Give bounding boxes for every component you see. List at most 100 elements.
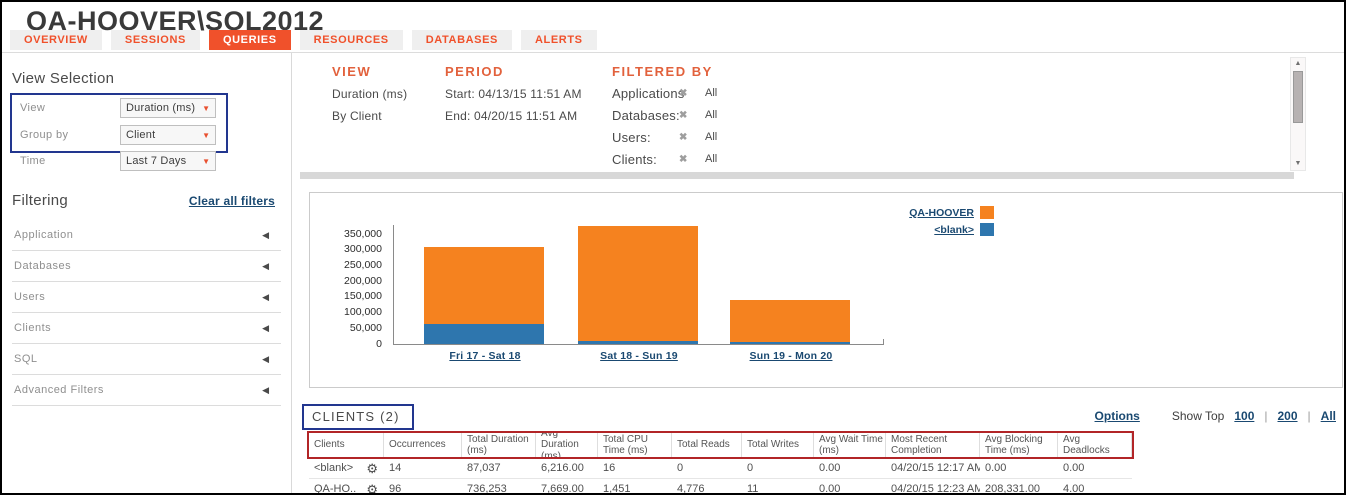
- y-axis-tick-label: 350,000: [344, 227, 382, 240]
- tab-sessions[interactable]: SESSIONS: [110, 30, 200, 50]
- scroll-up-icon[interactable]: ▲: [1294, 60, 1302, 67]
- time-field-label: Time: [20, 155, 46, 167]
- stacked-bar[interactable]: [730, 300, 850, 344]
- table-cell: 11: [747, 483, 759, 495]
- tab-resources[interactable]: RESOURCES: [299, 30, 403, 50]
- chart-x-label-link[interactable]: Sat 18 - Sun 19: [600, 350, 678, 362]
- horizontal-scrollbar[interactable]: [300, 172, 1294, 179]
- column-header-total-cpu-time[interactable]: Total CPU Time (ms): [598, 433, 672, 457]
- bar-segment-blank[interactable]: [730, 341, 850, 344]
- collapse-triangle-icon: ◀: [262, 322, 269, 333]
- y-axis-tick-label: 200,000: [344, 274, 382, 287]
- remove-filter-icon[interactable]: ✖: [679, 109, 688, 121]
- separator: |: [1307, 409, 1311, 423]
- filter-row-value: All: [705, 109, 718, 121]
- y-axis-line: [393, 225, 394, 344]
- summary-panel: VIEW Duration (ms) By Client PERIOD Star…: [293, 53, 1344, 179]
- show-top-all-link[interactable]: All: [1320, 409, 1336, 423]
- vertical-scrollbar[interactable]: ▲ ▼: [1290, 57, 1306, 171]
- show-top-200-link[interactable]: 200: [1277, 409, 1298, 423]
- tab-overview[interactable]: OVERVIEW: [10, 30, 102, 50]
- tab-alerts[interactable]: ALERTS: [520, 30, 597, 50]
- bar-segment-blank[interactable]: [424, 323, 544, 344]
- table-cell: 736,253: [467, 483, 507, 495]
- column-header-total-writes[interactable]: Total Writes: [742, 433, 814, 457]
- column-header-clients[interactable]: Clients: [309, 433, 384, 457]
- options-link[interactable]: Options: [1094, 409, 1140, 423]
- groupby-dropdown[interactable]: Client ▼: [120, 125, 216, 145]
- filter-item-clients[interactable]: Clients ◀: [12, 313, 281, 344]
- tab-databases[interactable]: DATABASES: [411, 30, 512, 50]
- collapse-triangle-icon: ◀: [262, 229, 269, 240]
- table-header-row: Clients Occurrences Total Duration (ms) …: [307, 431, 1134, 459]
- filter-item-databases[interactable]: Databases ◀: [12, 251, 281, 282]
- column-header-avg-deadlocks[interactable]: Avg Deadlocks: [1058, 433, 1132, 457]
- chart-legend: QA-HOOVER <blank>: [844, 205, 994, 239]
- tab-queries[interactable]: QUERIES: [208, 30, 291, 50]
- chevron-down-icon: ▼: [202, 156, 210, 166]
- filter-row-label: Databases:: [612, 107, 680, 123]
- time-dropdown[interactable]: Last 7 Days ▼: [120, 151, 216, 171]
- show-top-100-link[interactable]: 100: [1234, 409, 1255, 423]
- chart-x-label-link[interactable]: Sun 19 - Mon 20: [749, 350, 833, 362]
- table-cell: 7,669.00: [541, 483, 584, 495]
- column-header-total-reads[interactable]: Total Reads: [672, 433, 742, 457]
- column-header-avg-duration[interactable]: Avg Duration (ms): [536, 433, 598, 457]
- filter-row-value: All: [705, 153, 718, 165]
- legend-link-qa-hoover[interactable]: QA-HOOVER: [909, 206, 974, 219]
- legend-row: <blank>: [844, 222, 994, 237]
- tab-bar: OVERVIEW SESSIONS QUERIES RESOURCES DATA…: [10, 30, 597, 50]
- filter-item-users[interactable]: Users ◀: [12, 282, 281, 313]
- column-header-most-recent-completion[interactable]: Most Recent Completion: [886, 433, 980, 457]
- legend-swatch-blue: [980, 223, 994, 236]
- view-dropdown[interactable]: Duration (ms) ▼: [120, 98, 216, 118]
- table-row[interactable]: QA-HO.. ⚙ 96 736,253 7,669.00 1,451 4,77…: [309, 479, 1132, 495]
- view-field-label: View: [20, 102, 46, 114]
- table-cell: 96: [389, 483, 402, 495]
- view-summary-groupby: By Client: [332, 109, 382, 123]
- remove-filter-icon[interactable]: ✖: [679, 131, 688, 143]
- filter-item-advanced-filters[interactable]: Advanced Filters ◀: [12, 375, 281, 406]
- x-axis-line: [393, 344, 884, 345]
- gear-icon[interactable]: ⚙: [366, 461, 378, 475]
- table-cell: 04/20/15 12:17 AM: [891, 462, 980, 474]
- filter-row-label: Clients:: [612, 151, 657, 167]
- filter-item-sql[interactable]: SQL ◀: [12, 344, 281, 375]
- bar-segment-qahoover[interactable]: [578, 226, 698, 341]
- chevron-down-icon: ▼: [202, 130, 210, 140]
- legend-swatch-orange: [980, 206, 994, 219]
- stacked-bar[interactable]: [578, 226, 698, 344]
- filtered-by-heading: FILTERED BY: [612, 64, 713, 79]
- column-header-total-duration[interactable]: Total Duration (ms): [462, 433, 536, 457]
- bar-segment-blank[interactable]: [578, 340, 698, 344]
- filter-item-application[interactable]: Application ◀: [12, 220, 281, 251]
- bar-segment-qahoover[interactable]: [730, 300, 850, 342]
- period-start: Start: 04/13/15 11:51 AM: [445, 87, 582, 101]
- stacked-bar[interactable]: [424, 246, 544, 344]
- groupby-dropdown-value: Client: [126, 129, 156, 141]
- remove-filter-icon[interactable]: ✖: [679, 153, 688, 165]
- column-header-occurrences[interactable]: Occurrences: [384, 433, 462, 457]
- gear-icon[interactable]: ⚙: [366, 482, 378, 495]
- column-header-avg-wait-time[interactable]: Avg Wait Time (ms): [814, 433, 886, 457]
- chart-x-label-link[interactable]: Fri 17 - Sat 18: [449, 350, 521, 362]
- bar-segment-qahoover[interactable]: [424, 246, 544, 324]
- table-cell: 04/20/15 12:23 AM: [891, 483, 980, 495]
- clients-section-title-box: CLIENTS (2): [302, 404, 414, 430]
- legend-link-blank[interactable]: <blank>: [934, 223, 974, 236]
- table-row[interactable]: <blank> ⚙ 14 87,037 6,216.00 16 0 0 0.00…: [309, 458, 1132, 479]
- filter-item-label: Application: [14, 229, 74, 241]
- chart-panel: 0 50,000 100,000 150,000 200,000 250,000 300,0…: [309, 192, 1343, 388]
- clear-all-filters-link[interactable]: Clear all filters: [188, 194, 275, 208]
- table-cell: 0: [747, 462, 754, 474]
- view-dropdown-value: Duration (ms): [126, 102, 196, 114]
- remove-filter-icon[interactable]: ✖: [679, 87, 688, 99]
- filter-item-label: Databases: [14, 260, 72, 272]
- scroll-down-icon[interactable]: ▼: [1294, 160, 1302, 167]
- scrollbar-thumb[interactable]: [1293, 71, 1303, 123]
- period-end: End: 04/20/15 11:51 AM: [445, 109, 578, 123]
- view-field-row: View Duration (ms) ▼: [20, 98, 270, 118]
- column-header-avg-blocking-time[interactable]: Avg Blocking Time (ms): [980, 433, 1058, 457]
- view-summary-heading: VIEW: [332, 64, 372, 79]
